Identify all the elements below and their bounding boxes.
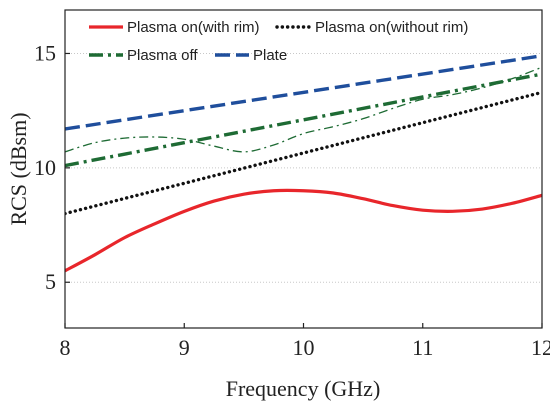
legend: Plasma on(with rim) Plasma on(without rim… — [89, 19, 468, 64]
y-tick-label: 10 — [34, 155, 56, 180]
legend-entry-plate: Plate — [215, 47, 287, 64]
legend-label: Plasma off — [127, 47, 198, 64]
series-line-plasma-on-with-rim — [65, 190, 542, 270]
legend-label: Plasma on(without rim) — [315, 19, 468, 36]
x-tick-label: 10 — [293, 335, 315, 360]
y-tick-label: 5 — [45, 269, 56, 294]
legend-label: Plate — [253, 47, 287, 64]
legend-entry-plasma-on-without-rim: Plasma on(without rim) — [277, 19, 468, 36]
x-axis-title: Frequency (GHz) — [226, 376, 381, 401]
x-tick-label: 9 — [179, 335, 190, 360]
y-tick-label: 15 — [34, 40, 56, 65]
series-line-plate — [65, 56, 542, 129]
x-tick-label: 8 — [60, 335, 71, 360]
series-line-plasma-off — [65, 74, 542, 166]
x-tick-label: 11 — [412, 335, 433, 360]
x-tick-label: 12 — [531, 335, 550, 360]
series-line-plasma-on-without-rim — [65, 92, 542, 213]
legend-entry-plasma-on-with-rim: Plasma on(with rim) — [89, 19, 260, 36]
legend-entry-plasma-off: Plasma off — [89, 47, 198, 64]
y-axis-title: RCS (dBsm) — [6, 112, 31, 225]
legend-label: Plasma on(with rim) — [127, 19, 260, 36]
series-group — [65, 56, 542, 271]
